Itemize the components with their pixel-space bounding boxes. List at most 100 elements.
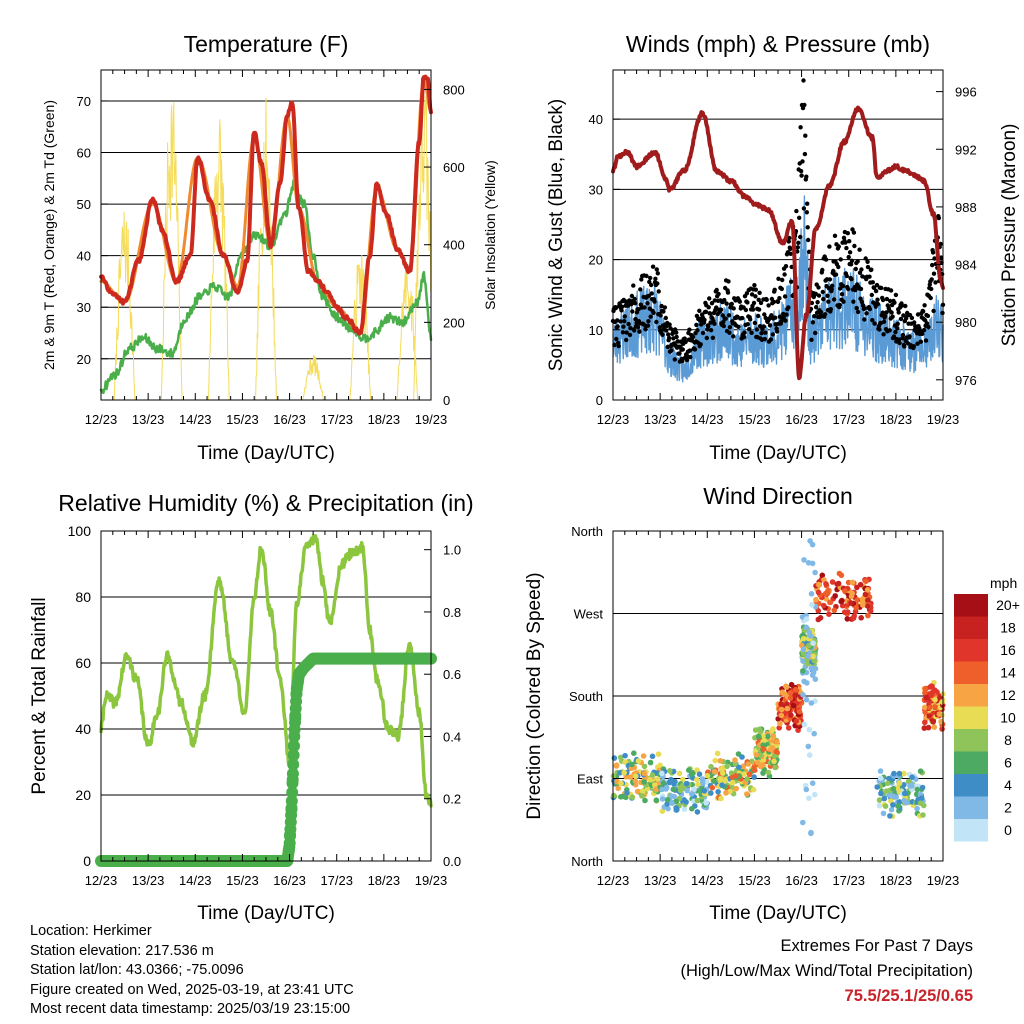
gust-point — [847, 239, 852, 244]
direction-point — [773, 748, 780, 755]
y-tick-label: 40 — [77, 249, 91, 264]
direction-point — [823, 596, 830, 602]
gust-point — [923, 338, 929, 343]
gust-point — [725, 290, 731, 295]
gust-point — [794, 208, 799, 214]
station-latlon: Station lat/lon: 43.0366; -75.0096 — [30, 962, 244, 978]
direction-point — [811, 730, 817, 737]
gust-point — [736, 324, 741, 329]
gust-point — [844, 273, 849, 279]
gust-point — [901, 313, 906, 318]
y-tick-label: 0 — [83, 853, 91, 869]
direction-point — [816, 581, 822, 588]
x-tick-label: 14/23 — [691, 412, 724, 427]
direction-point — [694, 776, 700, 783]
direction-point — [771, 753, 778, 759]
gust-point — [831, 297, 837, 302]
direction-point — [792, 686, 799, 693]
x-tick-label: 15/23 — [738, 873, 771, 888]
gust-point — [784, 312, 789, 317]
direction-point — [922, 685, 929, 692]
direction-point — [806, 726, 813, 733]
gust-point — [672, 357, 677, 362]
gust-point — [643, 327, 648, 332]
direction-point — [876, 797, 883, 803]
y-tick-label: 40 — [589, 112, 603, 127]
gust-point — [727, 330, 732, 335]
gust-point — [627, 298, 632, 303]
y2-tick-label: 0.0 — [443, 854, 461, 869]
x-tick-label: 18/23 — [880, 412, 913, 427]
y2-tick-label: 996 — [955, 85, 977, 100]
direction-point — [717, 776, 724, 782]
gust-point — [776, 276, 781, 281]
direction-ylabel-left: Direction (Colored By Speed) — [524, 572, 545, 819]
direction-point — [667, 768, 673, 774]
gust-point — [635, 325, 641, 330]
direction-point — [610, 792, 617, 799]
gust-point — [829, 287, 834, 292]
y-tick-label: West — [574, 607, 604, 622]
direction-point — [783, 683, 789, 689]
gust-point — [816, 285, 821, 290]
solar-insolation-line — [302, 354, 324, 401]
direction-point — [785, 725, 792, 731]
gust-point — [636, 307, 641, 312]
gust-point — [645, 301, 650, 306]
direction-point — [890, 793, 896, 799]
gust-point — [827, 244, 832, 249]
gust-point — [615, 324, 620, 329]
gust-point — [855, 259, 860, 264]
gust-point — [702, 317, 707, 323]
direction-point — [832, 593, 838, 599]
direction-point — [905, 778, 912, 785]
direction-point — [811, 791, 818, 798]
direction-point — [854, 597, 861, 603]
direction-point — [719, 782, 725, 788]
temperature-ylabel-right: Solar Insolation (Yellow) — [482, 160, 498, 310]
direction-point — [806, 795, 812, 801]
gust-point — [616, 343, 621, 349]
direction-point — [808, 700, 815, 706]
gust-point — [858, 286, 864, 292]
x-tick-label: 18/23 — [880, 873, 913, 888]
gust-point — [813, 330, 818, 336]
y2-tick-label: 988 — [955, 200, 977, 215]
gust-point — [661, 309, 666, 314]
gust-point — [895, 326, 900, 331]
gust-point — [921, 309, 926, 314]
gust-point — [671, 336, 676, 341]
direction-point — [788, 712, 794, 718]
direction-point — [701, 788, 708, 794]
gust-point — [789, 279, 794, 284]
y2-tick-label: 992 — [955, 142, 977, 157]
direction-point — [808, 830, 814, 837]
gust-point — [831, 268, 836, 274]
gust-point — [786, 239, 791, 244]
gust-point — [687, 348, 692, 353]
direction-point — [890, 802, 896, 808]
direction-point — [750, 786, 757, 793]
gust-point — [774, 329, 780, 334]
direction-point — [936, 711, 943, 717]
gust-point — [826, 299, 831, 304]
direction-point — [787, 690, 794, 696]
direction-point — [765, 769, 772, 776]
gust-point — [809, 300, 815, 306]
direction-point — [760, 746, 767, 752]
gust-point — [933, 280, 938, 285]
direction-point — [839, 597, 845, 604]
direction-point — [826, 611, 832, 617]
direction-point — [659, 770, 665, 777]
colorbar-swatch — [954, 729, 988, 752]
direction-point — [778, 701, 784, 707]
direction-title: Wind Direction — [703, 483, 853, 509]
direction-point — [615, 785, 621, 792]
gust-point — [782, 272, 787, 277]
gust-point — [922, 303, 927, 308]
gust-point — [627, 332, 633, 338]
x-tick-label: 16/23 — [785, 873, 818, 888]
direction-point — [848, 600, 854, 606]
direction-point — [939, 699, 945, 705]
